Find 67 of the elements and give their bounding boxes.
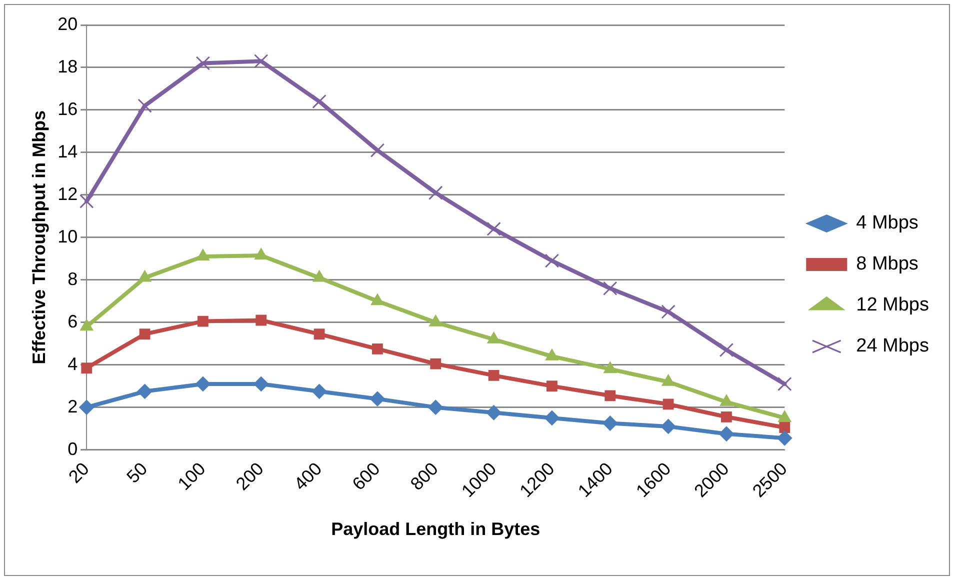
point	[79, 400, 94, 415]
point	[486, 405, 502, 420]
point	[370, 391, 385, 406]
y-tick-label: 4	[68, 354, 78, 374]
x-tick-label: 100	[174, 458, 210, 494]
legend-label: 12 Mbps	[856, 294, 929, 316]
x-tick-label: 50	[122, 458, 152, 487]
point	[718, 426, 734, 442]
point	[80, 194, 94, 208]
point	[662, 398, 674, 410]
point	[80, 319, 94, 331]
point	[779, 422, 790, 433]
y-tick-label: 6	[68, 311, 78, 332]
point	[488, 370, 500, 381]
point	[256, 314, 267, 326]
y-tick-label: 8	[68, 268, 78, 289]
point	[604, 362, 617, 374]
y-tick-label: 10	[58, 226, 78, 246]
y-tick-label: 20	[58, 14, 78, 34]
point	[254, 54, 268, 68]
point	[546, 380, 558, 392]
point	[719, 342, 734, 358]
point	[138, 98, 152, 113]
y-tick-label: 18	[58, 56, 78, 76]
point	[254, 376, 269, 392]
x-tick-label: 800	[406, 458, 442, 494]
point	[139, 328, 150, 340]
y-axis-title: Effective Throughput in Mbps	[28, 110, 49, 364]
x-tick-label: 400	[290, 458, 326, 494]
y-tick-label: 12	[58, 184, 78, 204]
point	[428, 186, 443, 200]
point	[137, 384, 152, 399]
x-tick-label: 600	[348, 458, 384, 494]
point	[778, 376, 792, 392]
point	[721, 411, 732, 422]
point	[195, 376, 210, 392]
point	[372, 343, 383, 354]
y-tick-label: 0	[68, 438, 78, 459]
y-tick-label: 16	[58, 98, 78, 119]
point	[312, 384, 327, 399]
point	[602, 416, 618, 431]
point	[661, 304, 676, 319]
point	[370, 294, 384, 306]
point	[314, 328, 325, 340]
legend-label: 8 Mbps	[856, 254, 918, 275]
point	[196, 249, 210, 261]
point	[198, 316, 208, 327]
y-tick-label: 2	[68, 396, 78, 416]
point	[604, 390, 616, 402]
x-axis-title: Payload Length in Bytes	[331, 519, 540, 540]
point	[196, 56, 210, 70]
y-tick-label: 14	[58, 141, 78, 162]
point	[428, 400, 444, 415]
point	[777, 430, 792, 446]
point	[81, 362, 92, 374]
point	[312, 94, 326, 109]
point	[544, 410, 560, 426]
point	[603, 281, 618, 296]
x-tick-label: 200	[232, 458, 268, 494]
point	[720, 394, 734, 406]
legend-label: 24 Mbps	[856, 336, 929, 357]
point	[660, 418, 676, 434]
legend-label: 4 Mbps	[856, 212, 918, 234]
point	[430, 358, 442, 370]
point	[486, 222, 501, 236]
point	[544, 254, 560, 268]
point	[370, 143, 385, 158]
